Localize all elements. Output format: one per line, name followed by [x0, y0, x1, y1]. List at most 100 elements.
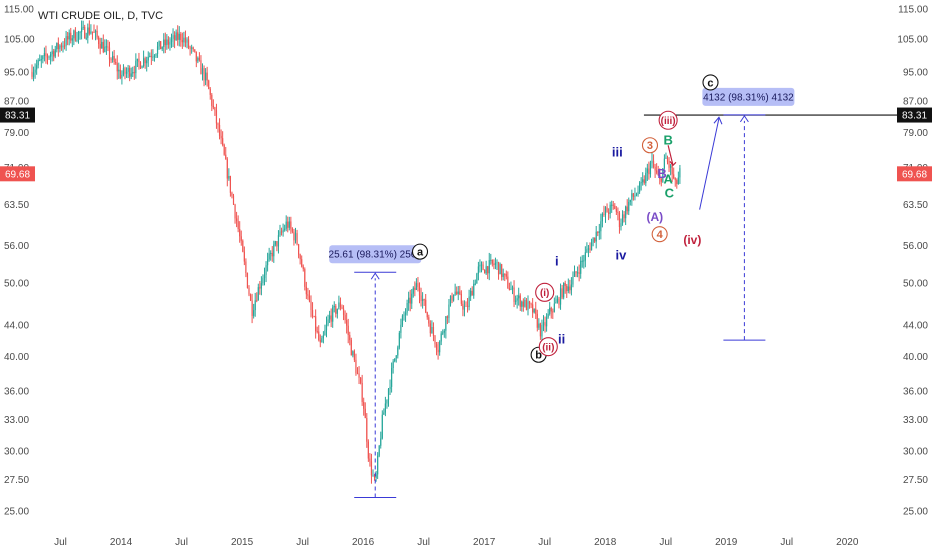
candle-body: [372, 475, 374, 477]
candle-body: [387, 389, 390, 400]
wave-label: (i): [540, 288, 549, 299]
candle-body: [453, 294, 455, 301]
candle-body: [304, 269, 306, 287]
candle-body: [564, 283, 566, 286]
candle-body: [335, 305, 337, 314]
candle-body: [556, 298, 559, 303]
candle-body: [570, 284, 572, 291]
candle-body: [344, 314, 346, 321]
candle-body: [501, 264, 503, 277]
candle-body: [167, 39, 169, 45]
candle-body: [408, 297, 410, 304]
candle-body: [592, 237, 594, 243]
candle-body: [499, 264, 501, 275]
candle-body: [426, 312, 428, 318]
candle-body: [541, 325, 543, 337]
candle-body: [115, 61, 117, 64]
wave-label: i: [555, 253, 559, 268]
candle-body: [349, 335, 351, 341]
candle-body: [282, 229, 284, 233]
candle-body: [32, 72, 35, 77]
candle-body: [575, 271, 577, 274]
candle-body: [291, 228, 293, 232]
candle-body: [310, 301, 312, 310]
candle-body: [271, 252, 273, 257]
candle-body: [191, 47, 193, 49]
candle-body: [360, 377, 362, 383]
candle-body: [656, 170, 658, 173]
candle-body: [415, 283, 417, 291]
wave-label: 4: [657, 229, 664, 241]
candle-body: [318, 331, 320, 340]
chart-title: WTI CRUDE OIL, D, TVC: [38, 10, 163, 22]
candle-body: [101, 41, 103, 49]
candle-body: [175, 32, 177, 41]
candle-body: [124, 68, 126, 74]
wave-label: B: [663, 132, 672, 147]
candle-body: [397, 347, 399, 356]
level-price-text-right: 83.31: [902, 111, 927, 122]
candle-body: [46, 56, 49, 58]
candle-body: [465, 305, 467, 307]
candle-body: [156, 46, 159, 54]
candle-body: [143, 58, 145, 67]
candle-body: [668, 161, 670, 168]
candle-body: [205, 72, 207, 81]
candle-body: [160, 41, 162, 50]
y-tick-label-left: 63.50: [4, 200, 29, 211]
candle-body: [510, 289, 512, 291]
candle-body: [528, 301, 531, 304]
candle-body: [288, 221, 290, 228]
candle-body: [51, 51, 53, 55]
projection-arrow-head: [713, 116, 723, 125]
candle-body: [491, 259, 493, 264]
y-tick-label-right: 33.00: [903, 415, 928, 426]
candle-body: [494, 262, 497, 265]
candle-body: [544, 322, 546, 327]
last-price-tag-right: [897, 166, 932, 182]
y-tick-label-left: 33.00: [4, 415, 29, 426]
candle-body: [352, 351, 354, 356]
x-tick-label: 2018: [594, 537, 617, 548]
candle-body: [398, 332, 400, 348]
x-tick-label: 2015: [231, 537, 254, 548]
candle-body: [57, 42, 59, 50]
x-tick-label: Jul: [54, 537, 67, 548]
measure-arrow-head: [370, 272, 380, 280]
candle-body: [536, 313, 538, 328]
candle-body: [267, 259, 269, 266]
wave-circle: [641, 137, 659, 154]
candle-body: [59, 45, 61, 50]
candle-body: [90, 31, 92, 34]
candle-body: [670, 165, 672, 168]
candle-body: [243, 251, 245, 262]
candle-body: [105, 46, 107, 48]
candle-body: [239, 228, 241, 237]
candle-body: [93, 32, 95, 34]
correction-arrow: [667, 145, 674, 166]
candle-body: [322, 335, 324, 339]
candle-body: [677, 177, 679, 184]
candle-body: [169, 41, 171, 45]
candle-body: [355, 359, 357, 374]
candle-body: [144, 58, 146, 64]
candle-body: [519, 295, 521, 307]
candle-body: [279, 231, 281, 236]
candle-body: [65, 36, 67, 46]
candle-body: [34, 69, 36, 73]
wave-label: b: [535, 350, 542, 362]
candle-body: [119, 69, 121, 79]
candle-body: [113, 55, 115, 62]
candle-body: [260, 283, 262, 289]
candle-body: [108, 47, 111, 60]
candle-body: [617, 211, 619, 213]
candle-body: [77, 32, 80, 40]
candle-body: [356, 373, 359, 375]
candle-body: [437, 349, 439, 353]
wave-label: (iii): [661, 116, 676, 127]
candle-body: [631, 193, 633, 200]
candle-body: [418, 286, 421, 296]
candle-body: [209, 88, 211, 95]
candle-body: [277, 235, 280, 247]
